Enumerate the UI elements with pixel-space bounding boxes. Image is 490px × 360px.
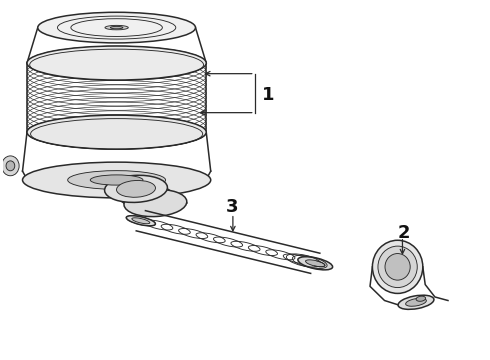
Ellipse shape [372, 240, 423, 293]
Ellipse shape [124, 189, 187, 217]
Ellipse shape [416, 296, 426, 301]
Text: 3: 3 [225, 198, 238, 216]
Ellipse shape [406, 298, 426, 306]
Ellipse shape [306, 260, 325, 267]
Ellipse shape [1, 156, 19, 176]
Ellipse shape [398, 295, 434, 309]
Ellipse shape [27, 115, 206, 149]
Text: 1: 1 [262, 86, 274, 104]
Ellipse shape [104, 175, 168, 202]
Ellipse shape [126, 216, 155, 226]
Ellipse shape [27, 46, 206, 80]
Ellipse shape [378, 246, 417, 288]
Ellipse shape [38, 12, 196, 43]
Ellipse shape [110, 26, 123, 29]
Ellipse shape [117, 180, 155, 197]
Ellipse shape [132, 218, 150, 224]
Ellipse shape [6, 161, 15, 171]
Ellipse shape [385, 253, 410, 280]
Text: 2: 2 [397, 224, 410, 242]
Ellipse shape [68, 171, 166, 189]
Ellipse shape [298, 257, 333, 270]
Ellipse shape [105, 25, 128, 30]
Ellipse shape [90, 175, 143, 185]
Ellipse shape [23, 162, 211, 198]
